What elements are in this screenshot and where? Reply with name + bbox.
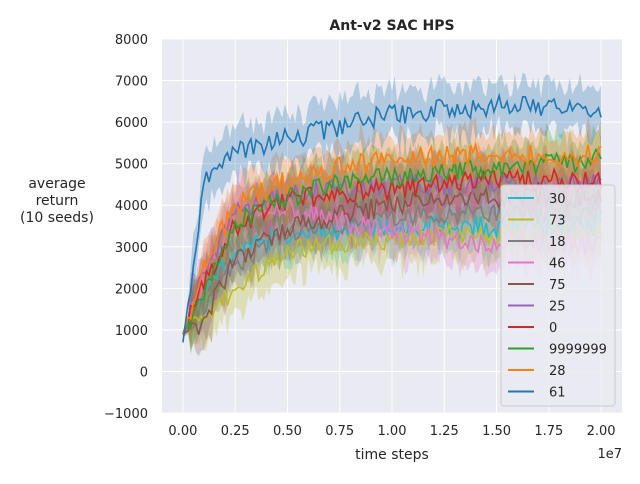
x-axis-offset-label: 1e7 [597,447,622,462]
y-tick-label: 4000 [115,199,148,214]
x-axis-ticks: 0.00 0.25 0.50 0.75 1.00 1.25 1.50 1.75 2.00 [168,424,615,439]
series-61-band [182,72,602,346]
x-tick-label: 1.50 [482,424,511,439]
series-46-band [182,167,602,338]
y-tick-label: 3000 [115,241,148,256]
y-tick-label: 5000 [115,158,148,173]
y-axis-label-line-2: return [36,193,79,209]
legend-label-73: 73 [549,214,566,229]
y-tick-label: 8000 [115,33,148,48]
x-tick-label: 0.75 [325,424,354,439]
legend: 30 73 18 46 75 25 0 9999999 28 61 [500,184,616,407]
y-tick-label: 7000 [115,75,148,90]
legend-label-75: 75 [549,278,566,293]
x-tick-label: 0.00 [168,424,197,439]
x-tick-label: 0.50 [273,424,302,439]
legend-label-25: 25 [549,300,566,315]
series-28-band [182,113,602,346]
x-tick-label: 1.00 [378,424,407,439]
y-axis-ticks: −1000 0 1000 2000 3000 4000 5000 6000 7000 8000 [104,33,148,422]
y-tick-label: 1000 [115,324,148,339]
x-tick-label: 0.25 [221,424,250,439]
x-axis-label: time steps [355,447,429,463]
series-9999999-line [182,147,602,335]
legend-label-30: 30 [549,192,566,207]
legend-label-9999999: 9999999 [549,343,607,358]
y-tick-label: 0 [140,365,148,380]
series-75-band [182,155,602,357]
y-tick-label: −1000 [104,407,148,422]
legend-label-28: 28 [549,364,566,379]
legend-label-46: 46 [549,257,566,272]
y-axis-label-line-1: average [28,176,85,192]
series-61-line [182,92,602,343]
y-tick-label: 2000 [115,282,148,297]
x-tick-label: 1.75 [534,424,563,439]
series-28-line [182,141,602,335]
legend-label-61: 61 [549,386,566,401]
y-axis-label-line-3: (10 seeds) [20,210,94,226]
x-tick-label: 1.25 [430,424,459,439]
legend-label-0: 0 [549,321,557,336]
x-tick-label: 2.00 [587,424,616,439]
legend-label-18: 18 [549,235,566,250]
y-tick-label: 6000 [115,116,148,131]
chart-title: Ant-v2 SAC HPS [329,18,454,34]
